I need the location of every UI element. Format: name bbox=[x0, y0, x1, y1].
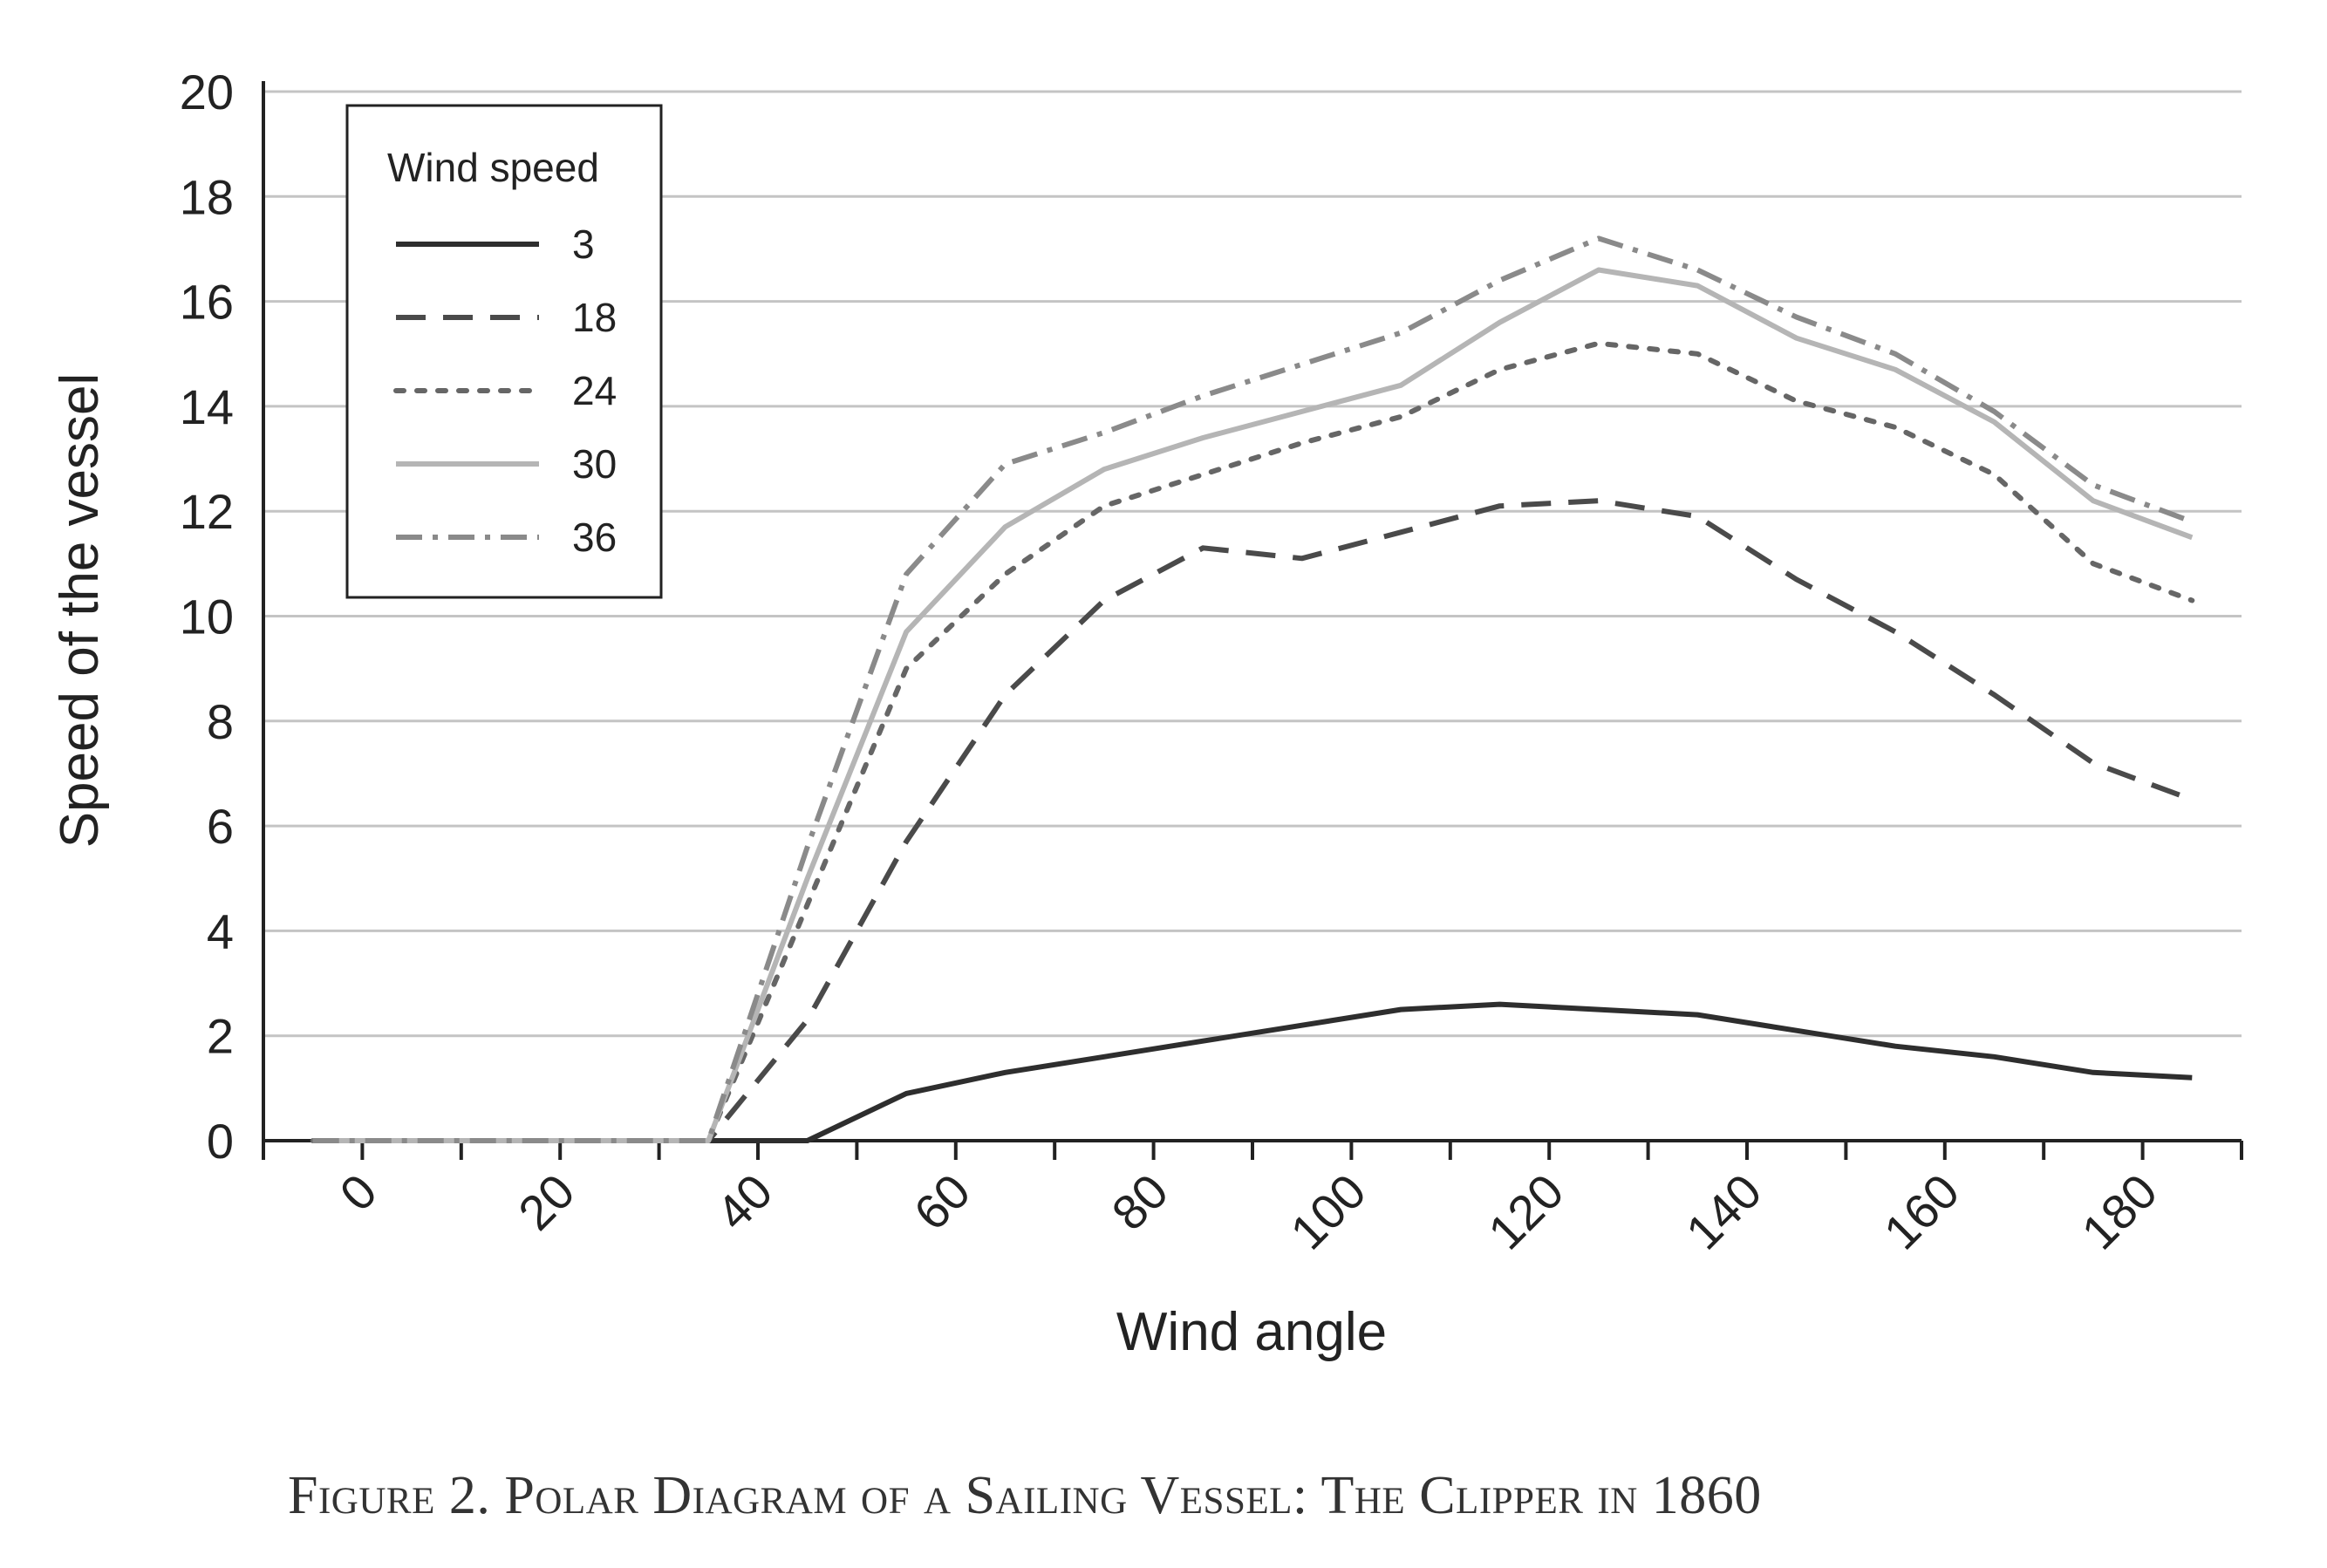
legend-box bbox=[345, 104, 663, 599]
legend-items: 3 18 24 30 36 bbox=[393, 222, 617, 560]
y-tick-label: 10 bbox=[180, 590, 234, 644]
series-line-36 bbox=[312, 235, 2194, 1143]
y-tick-label: 4 bbox=[207, 903, 234, 958]
series-line-18 bbox=[312, 498, 2194, 1143]
x-tick-label: 120 bbox=[1477, 1163, 1574, 1260]
y-tick-label: 18 bbox=[180, 169, 234, 224]
legend-label-3: 3 bbox=[572, 222, 595, 267]
x-tick-label: 140 bbox=[1675, 1163, 1772, 1260]
legend-title: Wind speed bbox=[387, 145, 599, 190]
x-tick-label: 180 bbox=[2071, 1163, 2167, 1260]
y-tick-label: 0 bbox=[207, 1114, 234, 1169]
figure-caption: Figure 2. Polar Diagram of a Sailing Ves… bbox=[288, 1466, 1762, 1525]
x-tick-label: 100 bbox=[1280, 1163, 1376, 1260]
series-line-3 bbox=[312, 1001, 2193, 1143]
x-tick-label: 0 bbox=[329, 1163, 387, 1222]
legend-label-18: 18 bbox=[572, 295, 617, 340]
x-tick-label: 80 bbox=[1101, 1163, 1178, 1241]
series-lines bbox=[310, 235, 2195, 1143]
y-tick-label: 12 bbox=[180, 484, 234, 539]
legend-label-24: 24 bbox=[572, 368, 617, 413]
legend-label-36: 36 bbox=[572, 515, 617, 560]
x-tick-label: 20 bbox=[508, 1163, 585, 1241]
y-tick-label: 20 bbox=[180, 65, 234, 119]
y-tick-label: 14 bbox=[180, 379, 234, 434]
y-tick-label: 6 bbox=[207, 799, 234, 854]
y-tick-label: 2 bbox=[207, 1009, 234, 1064]
y-tick-label: 8 bbox=[207, 694, 234, 749]
x-tick-label: 40 bbox=[706, 1163, 783, 1241]
legend: Wind speed 3 18 24 30 36 bbox=[345, 104, 663, 599]
legend-label-30: 30 bbox=[572, 441, 617, 487]
x-tick-label: 60 bbox=[904, 1163, 981, 1241]
y-axis-title: Speed of the vessel bbox=[50, 373, 110, 849]
series-line-30 bbox=[312, 267, 2194, 1143]
x-tick-label: 160 bbox=[1873, 1163, 1970, 1260]
y-tick-label: 16 bbox=[180, 275, 234, 330]
x-axis-title: Wind angle bbox=[1116, 1302, 1387, 1362]
